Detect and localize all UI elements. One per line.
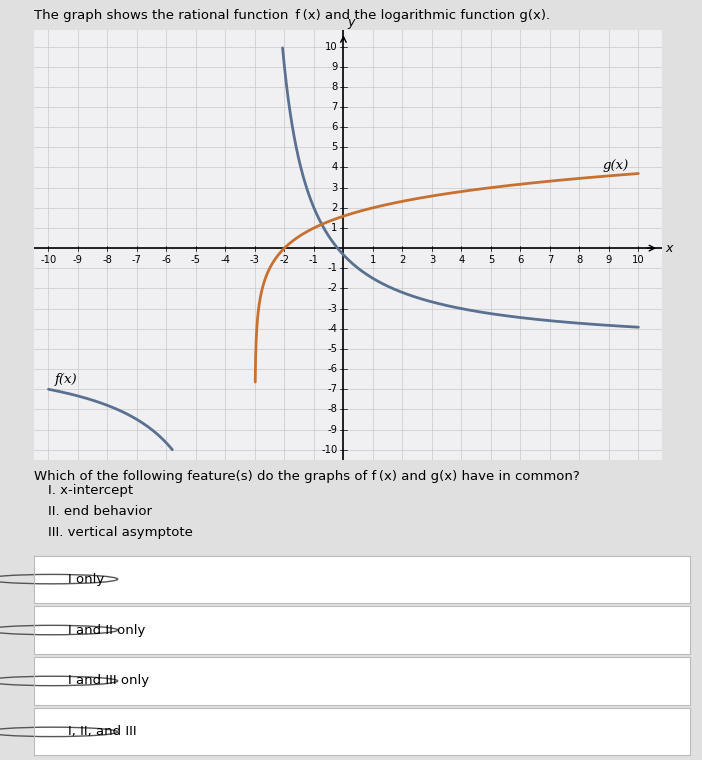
Text: -2: -2 (328, 283, 338, 293)
Text: -3: -3 (328, 303, 338, 314)
Text: I and III only: I and III only (68, 674, 149, 688)
Text: -9: -9 (73, 255, 83, 265)
Text: -5: -5 (328, 344, 338, 354)
Text: -1: -1 (328, 263, 338, 274)
Text: -10: -10 (322, 445, 338, 454)
Text: -4: -4 (328, 324, 338, 334)
Text: 6: 6 (517, 255, 524, 265)
Text: -6: -6 (328, 364, 338, 374)
Text: 3: 3 (429, 255, 435, 265)
Text: x: x (665, 242, 673, 255)
Text: -2: -2 (279, 255, 289, 265)
Text: -8: -8 (328, 404, 338, 414)
Text: 4: 4 (458, 255, 465, 265)
Text: I only: I only (68, 572, 104, 586)
Text: -6: -6 (161, 255, 171, 265)
Text: -10: -10 (40, 255, 57, 265)
Text: 1: 1 (331, 223, 338, 233)
Text: 9: 9 (606, 255, 612, 265)
Text: -8: -8 (102, 255, 112, 265)
Text: 6: 6 (331, 122, 338, 132)
Text: The graph shows the rational function  f (x) and the logarithmic function g(x).: The graph shows the rational function f … (34, 9, 550, 23)
Text: g(x): g(x) (603, 159, 629, 172)
Text: 10: 10 (325, 42, 338, 52)
Text: -7: -7 (328, 385, 338, 394)
Text: 7: 7 (331, 102, 338, 112)
Text: -9: -9 (328, 425, 338, 435)
Text: III. vertical asymptote: III. vertical asymptote (48, 526, 192, 539)
Text: 2: 2 (399, 255, 406, 265)
Text: 9: 9 (331, 62, 338, 71)
Text: 4: 4 (331, 163, 338, 173)
Text: y: y (347, 17, 355, 30)
Text: I. x-intercept: I. x-intercept (48, 484, 133, 497)
Text: -3: -3 (250, 255, 260, 265)
Text: 5: 5 (331, 142, 338, 152)
Text: I and II only: I and II only (68, 623, 145, 637)
Text: 1: 1 (370, 255, 376, 265)
Text: -7: -7 (132, 255, 142, 265)
Text: -4: -4 (220, 255, 230, 265)
Text: -5: -5 (191, 255, 201, 265)
Text: I, II, and III: I, II, and III (68, 725, 136, 739)
Text: II. end behavior: II. end behavior (48, 505, 152, 518)
Text: 7: 7 (547, 255, 553, 265)
Text: Which of the following feature(s) do the graphs of f (x) and g(x) have in common: Which of the following feature(s) do the… (34, 470, 579, 483)
Text: 10: 10 (632, 255, 644, 265)
Text: f(x): f(x) (54, 372, 77, 385)
Text: 2: 2 (331, 203, 338, 213)
Text: 8: 8 (331, 82, 338, 92)
Text: 5: 5 (488, 255, 494, 265)
Text: -1: -1 (309, 255, 319, 265)
Text: 3: 3 (331, 182, 338, 192)
Text: 8: 8 (576, 255, 583, 265)
